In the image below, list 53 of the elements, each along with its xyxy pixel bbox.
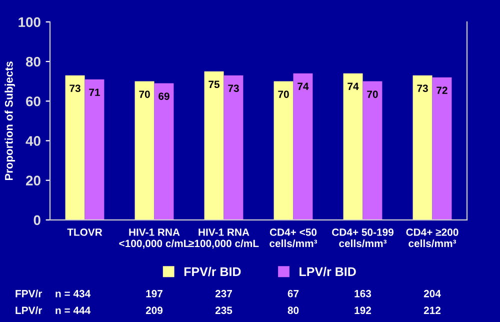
text: 209: [146, 306, 163, 314]
text: 163: [354, 290, 372, 298]
data-label: 70: [278, 90, 289, 98]
y-tick-label: 20: [26, 176, 40, 186]
text: 67: [288, 290, 299, 298]
data-label: 75: [208, 80, 220, 88]
bar: [343, 73, 363, 220]
bar: [224, 75, 244, 220]
text: FPV/r: [16, 290, 42, 298]
y-tick-label: 80: [26, 56, 40, 67]
y-tick-label: 60: [26, 96, 40, 106]
bar: [274, 81, 294, 220]
data-label: 72: [436, 86, 448, 94]
text: 237: [215, 290, 232, 298]
legend-label: FPV/r BID: [184, 266, 241, 276]
x-tick-label: TLOVR: [67, 228, 102, 236]
y-axis-title: Proportion of Subjects: [4, 61, 16, 180]
text: 204: [424, 290, 441, 298]
data-label: 71: [89, 88, 100, 96]
x-tick-label: CD4+ ≥200 cells/mm³: [406, 228, 458, 248]
legend-label: LPV/r BID: [300, 266, 356, 276]
bar: [362, 81, 382, 220]
text: 235: [215, 306, 232, 314]
bar: [84, 79, 104, 220]
text: 212: [424, 306, 441, 314]
data-label: 74: [298, 82, 309, 90]
data-label: 73: [417, 84, 428, 92]
text: LPV/r: [16, 306, 42, 314]
bar: [134, 81, 154, 220]
text: 197: [146, 290, 162, 298]
bar: [432, 77, 452, 220]
data-label: 70: [367, 90, 378, 98]
bar: [204, 71, 224, 220]
y-tick-label: 100: [18, 17, 40, 28]
y-tick-label: 0: [34, 215, 40, 226]
y-tick-label: 40: [26, 136, 40, 146]
data-label: 70: [139, 90, 150, 98]
text: n = 444: [56, 306, 91, 314]
x-tick-label: CD4+ <50 cells/mm³: [270, 228, 318, 248]
bar: [65, 75, 85, 220]
bar: [293, 73, 313, 220]
data-label: 69: [158, 92, 170, 100]
data-label: 73: [228, 84, 239, 92]
text: n = 434: [56, 290, 91, 298]
bar: [154, 83, 174, 220]
x-tick-label: HIV-1 RNA <100,000 c/mL: [119, 228, 190, 249]
text: 192: [354, 306, 372, 314]
text: 80: [288, 306, 299, 314]
x-tick-label: HIV-1 RNA ≥100,000 c/mL: [188, 228, 259, 249]
bar: [412, 75, 432, 220]
data-label: 74: [348, 82, 359, 90]
data-label: 73: [70, 84, 80, 92]
x-tick-label: CD4+ 50-199 cells/mm³: [332, 228, 394, 248]
